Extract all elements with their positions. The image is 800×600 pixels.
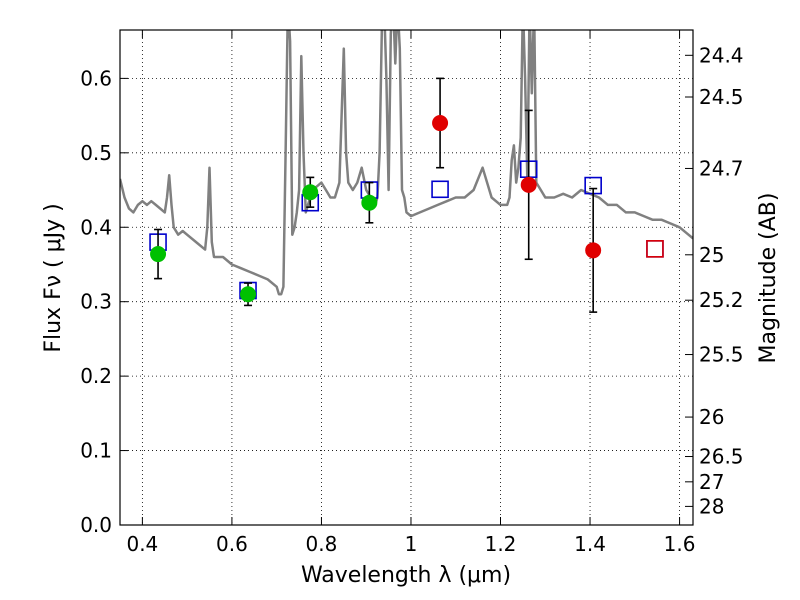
- right-tick-label: 25.2: [699, 288, 744, 312]
- right-tick-label: 24.5: [699, 85, 744, 109]
- right-tick-label: 24.7: [699, 156, 744, 180]
- observed-flux-point: [240, 286, 257, 303]
- model-flux-square: [431, 180, 449, 199]
- x-tick-label: 0.8: [306, 532, 338, 556]
- y-tick-label: 0.2: [80, 364, 112, 388]
- right-tick-label: 24.4: [699, 43, 744, 67]
- y-tick-label: 0.4: [80, 215, 112, 239]
- grid-lines: [120, 30, 693, 526]
- plot-frame: [119, 29, 694, 526]
- observed-flux-point: [585, 242, 602, 259]
- y-tick-label: 0.0: [80, 513, 112, 537]
- axes: 0.4 0.6 0.8 1 1.2 1.4 1.6 0.0 0.1 0.2 0.3 0.4 0.5 0.6…: [80, 30, 744, 556]
- x-tick-label: 1.6: [664, 532, 696, 556]
- right-tick-label: 26: [699, 405, 724, 429]
- x-tick-label: 1.4: [574, 532, 606, 556]
- y-axis-label: Flux Fν ( μJy ): [41, 203, 66, 352]
- y-tick-label: 0.5: [80, 141, 112, 165]
- right-tick-label: 25: [699, 243, 724, 267]
- x-tick-label: 1.2: [485, 532, 517, 556]
- observed-flux-point: [150, 246, 167, 263]
- x-tick-label: 1: [405, 532, 418, 556]
- y-tick-label: 0.1: [80, 439, 112, 463]
- observed-flux-point: [432, 115, 449, 132]
- y-tick-label: 0.6: [80, 66, 112, 90]
- right-tick-label: 28: [699, 494, 724, 518]
- x-axis-label: Wavelength λ (μm): [301, 563, 511, 588]
- right-axis-label: Magnitude (AB): [756, 193, 781, 364]
- x-tick-label: 0.6: [216, 532, 248, 556]
- right-tick-label: 27: [699, 470, 724, 494]
- model-flux-square: [646, 240, 664, 258]
- right-tick-label: 25.5: [699, 343, 744, 367]
- observed-flux-point: [302, 184, 319, 201]
- x-tick-label: 0.4: [126, 532, 158, 556]
- y-tick-label: 0.3: [80, 290, 112, 314]
- observed-flux-point: [361, 194, 378, 211]
- markers: [149, 77, 664, 313]
- observed-flux-point: [520, 176, 537, 193]
- right-tick-label: 26.5: [699, 445, 744, 469]
